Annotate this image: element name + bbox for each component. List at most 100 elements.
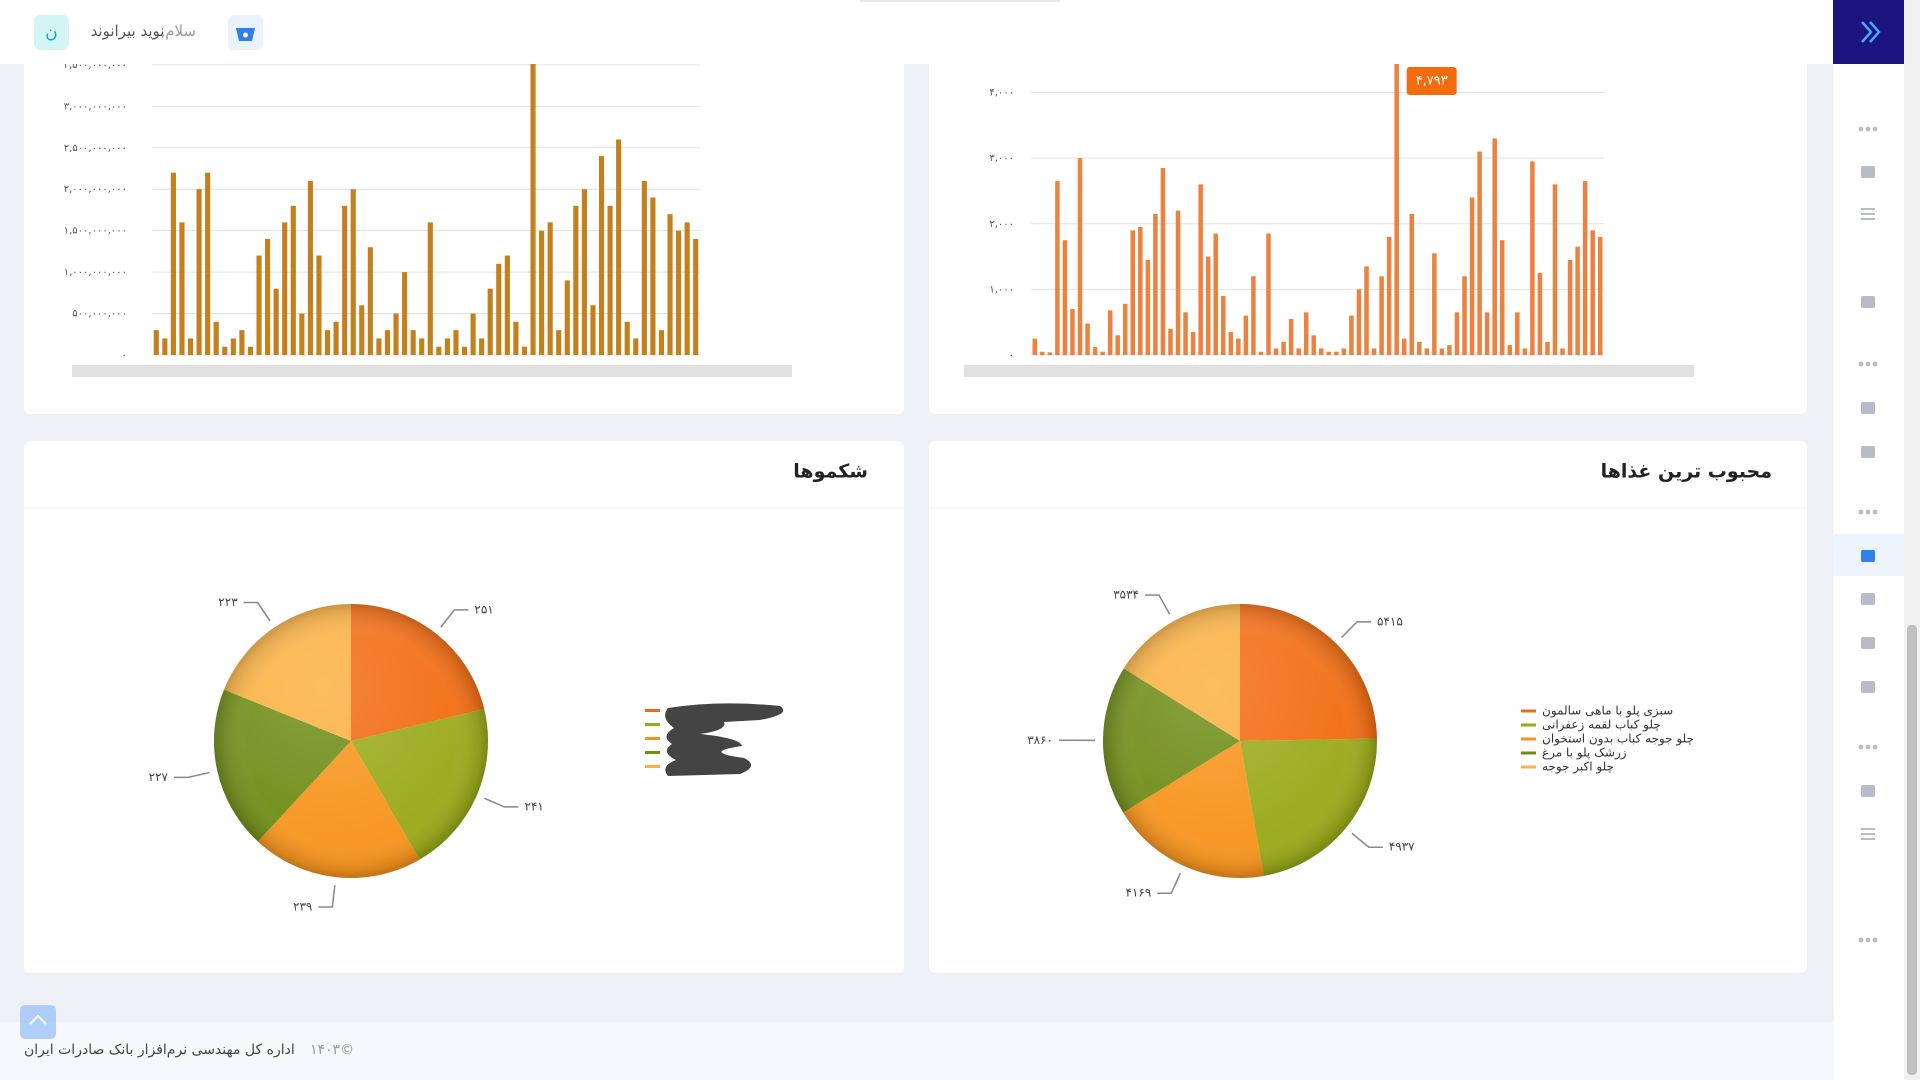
- menu-dots: [1858, 937, 1864, 943]
- y-tick-label: ۳,۵۰۰,۰۰۰,۰۰۰: [64, 60, 127, 71]
- bar: [667, 214, 673, 355]
- sidebar-toggle[interactable]: [1833, 0, 1904, 64]
- bar: [1145, 259, 1151, 355]
- scrollbar-thumb[interactable]: [1907, 625, 1917, 1075]
- bar: [1454, 312, 1460, 355]
- menu-dots: [1872, 126, 1878, 132]
- bar: [1296, 348, 1301, 355]
- bar: [633, 338, 639, 355]
- scroll-top-button[interactable]: [20, 1005, 56, 1039]
- redacted-legend: [645, 703, 784, 776]
- slice-label: ۲۴۱: [524, 799, 543, 813]
- menu-icon: [1861, 550, 1875, 562]
- bar: [521, 346, 528, 355]
- bar: [187, 338, 194, 355]
- slice-label: ۴۱۶۹: [1126, 886, 1152, 900]
- bar: [1499, 240, 1505, 355]
- bar: [607, 205, 613, 355]
- leader-line: [440, 609, 469, 628]
- greeting-word: سلام,: [160, 22, 196, 40]
- bar: [1530, 161, 1535, 355]
- leader-line: [174, 771, 210, 779]
- bar: [384, 330, 391, 355]
- bar: [1032, 338, 1038, 355]
- leader-line: [318, 885, 336, 908]
- bar: [1590, 230, 1595, 355]
- leader-line: [1157, 872, 1182, 894]
- bar: [1138, 227, 1143, 355]
- bar: [581, 189, 587, 355]
- bar: [598, 156, 605, 355]
- slice-label: ۲۳۹: [293, 899, 312, 913]
- bar: [1100, 351, 1105, 355]
- menu-icon: [1861, 402, 1875, 414]
- bar: [1409, 213, 1415, 355]
- bar: [1515, 312, 1520, 355]
- bar: [684, 222, 690, 355]
- bar: [453, 330, 459, 355]
- cart-icon-dot: [243, 32, 248, 38]
- bar: [1153, 213, 1158, 355]
- slice-label: ۳۵۳۴: [1113, 587, 1139, 601]
- legend-swatch: [645, 709, 660, 712]
- legend-swatch: [1521, 709, 1536, 713]
- bar: [513, 321, 519, 355]
- bar: [1213, 233, 1218, 355]
- header: [0, 0, 1904, 64]
- footer-text: اداره کل مهندسی نرم‌افزار بانک صادرات ای…: [24, 1042, 295, 1058]
- bar: [1122, 303, 1128, 355]
- slice-label: ۲۲۳: [218, 595, 238, 609]
- bar: [1243, 315, 1249, 355]
- bar: [1394, 40, 1399, 355]
- menu-icon: [1861, 218, 1875, 220]
- user-name: نوید بیرانوند: [91, 22, 165, 40]
- tooltip-text: ۴,۷۹۳: [1416, 74, 1448, 89]
- bar: [1522, 348, 1528, 355]
- bar: [1447, 345, 1452, 355]
- bar: [1432, 253, 1437, 355]
- menu-dots: [1858, 744, 1864, 750]
- y-tick-label: ۱,۰۰۰: [989, 284, 1014, 295]
- bar: [1055, 181, 1060, 355]
- legend-label: چلو جوجه کباب بدون استخوان: [1542, 732, 1694, 747]
- bar: [196, 189, 202, 355]
- bar: [650, 197, 656, 355]
- bar: [616, 139, 622, 355]
- bar: [1326, 351, 1332, 355]
- menu-dots: [1865, 937, 1871, 943]
- bar: [461, 346, 468, 355]
- bar: [658, 330, 665, 355]
- bar: [1537, 272, 1543, 355]
- menu-icon: [1861, 166, 1875, 178]
- bar: [1303, 312, 1309, 355]
- bar: [222, 346, 228, 355]
- bar: [402, 272, 408, 355]
- y-tick-label: ۱,۰۰۰,۰۰۰,۰۰۰: [64, 267, 127, 278]
- bar: [316, 255, 322, 355]
- bar: [556, 330, 562, 355]
- bar: [419, 338, 425, 355]
- bar: [539, 230, 545, 355]
- legend-swatch: [1521, 765, 1536, 769]
- menu-icon: [1861, 593, 1875, 605]
- bar: [1175, 210, 1181, 355]
- y-tick-label: ۲,۵۰۰,۰۰۰,۰۰۰: [64, 143, 127, 154]
- menu-icon: [1861, 296, 1875, 308]
- bar: [624, 321, 630, 355]
- bar: [410, 330, 416, 355]
- avatar[interactable]: [34, 15, 69, 50]
- menu-dots: [1865, 744, 1871, 750]
- avatar-letter: ن: [45, 23, 57, 43]
- slice-label: ۴۹۳۷: [1389, 840, 1415, 854]
- bar: [1484, 312, 1490, 355]
- bar: [1107, 310, 1113, 355]
- bar: [273, 288, 279, 355]
- bar: [1258, 351, 1264, 355]
- bar: [213, 321, 219, 355]
- redaction: [665, 703, 784, 776]
- y-tick-label: ۳,۰۰۰,۰۰۰,۰۰۰: [64, 101, 127, 112]
- bar: [179, 222, 185, 355]
- bar: [1386, 236, 1392, 355]
- leader-line: [1144, 594, 1171, 615]
